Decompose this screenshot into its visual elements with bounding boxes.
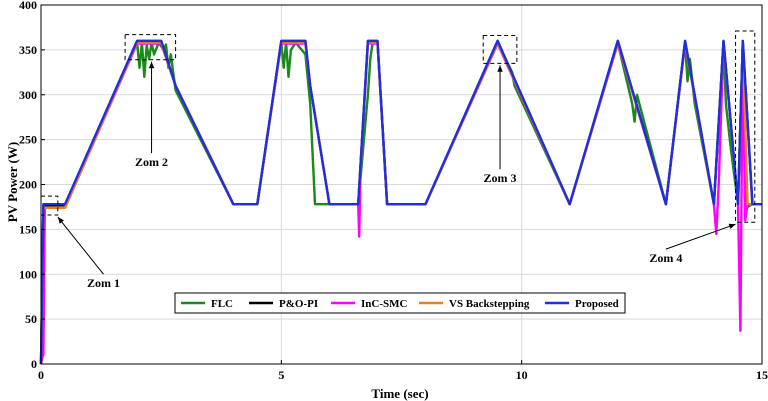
y-tick-label: 250 <box>19 133 37 147</box>
legend-label: P&O-PI <box>279 298 318 310</box>
zoom-arrow-head <box>497 65 503 72</box>
zoom-annotations: Zom 1 Zom 2 Zom 3 Zom 4 <box>40 30 756 290</box>
x-tick-label: 0 <box>38 368 44 382</box>
y-tick-label: 50 <box>25 312 37 326</box>
legend-label: Proposed <box>575 298 619 310</box>
zoom-label: Zom 2 <box>135 155 168 169</box>
zoom-arrow-head <box>148 61 155 69</box>
zoom-box <box>124 34 177 61</box>
y-tick-label: 400 <box>19 0 37 12</box>
zoom-label: Zom 1 <box>87 276 120 290</box>
x-tick-label: 5 <box>278 368 284 382</box>
zoom-arrow-head <box>728 223 736 229</box>
zoom-label: Zom 4 <box>649 251 682 265</box>
legend: FLC P&O-PI InC-SMC VS Backstepping Proposed <box>174 292 626 314</box>
zoom-arrow-head <box>57 217 64 224</box>
y-tick-label: 350 <box>19 43 37 57</box>
zoom-arrow-line <box>57 216 104 275</box>
y-tick-label: 200 <box>19 178 37 192</box>
legend-label: FLC <box>211 298 233 310</box>
y-tick-label: 300 <box>19 88 37 102</box>
zoom-box <box>482 35 518 64</box>
series-line-proposed <box>39 39 762 365</box>
x-tick-label: 15 <box>756 368 768 382</box>
y-tick-label: 0 <box>31 357 37 371</box>
zoom-label: Zom 3 <box>484 171 517 185</box>
legend-box <box>174 292 626 314</box>
y-axis-label: PV Power (W) <box>5 142 20 222</box>
series-group <box>39 39 762 365</box>
zoom-box <box>40 195 59 216</box>
x-axis-label: Time (sec) <box>371 386 428 401</box>
x-tick-label: 10 <box>516 368 528 382</box>
y-tick-label: 150 <box>19 222 37 236</box>
y-tick-label: 100 <box>19 267 37 281</box>
legend-label: VS Backstepping <box>449 298 530 310</box>
zoom-arrow-line <box>665 223 736 250</box>
zoom-box <box>735 30 756 223</box>
legend-label: InC-SMC <box>361 298 408 310</box>
